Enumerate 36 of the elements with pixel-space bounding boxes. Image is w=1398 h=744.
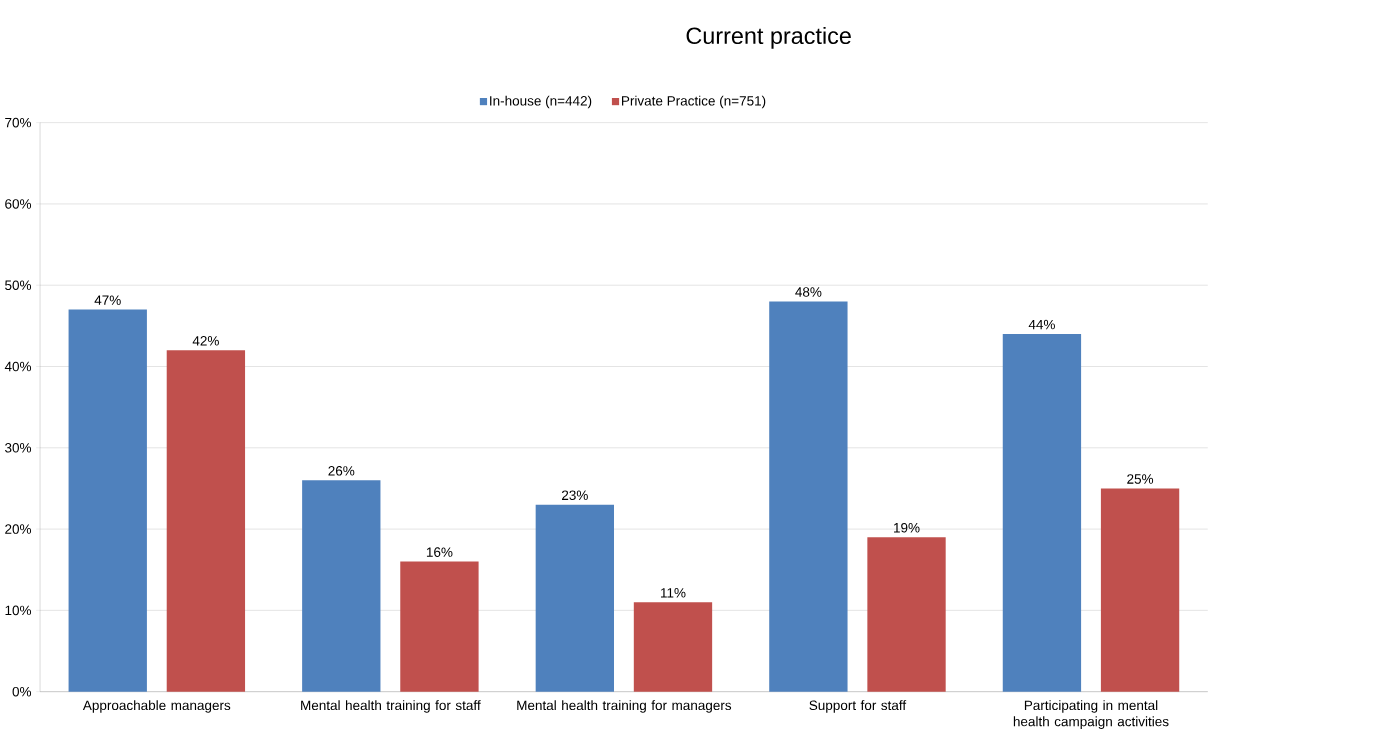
x-tick-label: Mental health training for staff [301, 700, 481, 713]
data-label: 44% [1028, 320, 1055, 330]
data-label: 11% [660, 588, 686, 598]
y-tick-label: 0% [12, 687, 32, 697]
y-tick-label: 40% [4, 361, 32, 372]
x-tick-label: Participating in mental health campaign activities [1013, 700, 1169, 730]
bar [400, 561, 479, 692]
y-tick-label: 20% [5, 524, 32, 535]
y-tick-label: 30% [5, 443, 32, 453]
y-tick-label: 70% [5, 118, 32, 128]
y-tick-label: 50% [5, 280, 32, 291]
x-tick-label: Mental health training for managers [517, 700, 732, 713]
data-label: 48% [795, 287, 822, 297]
data-label: 25% [1127, 474, 1154, 484]
legend-label: Private Practice (n=751) [622, 95, 766, 109]
data-label: 42% [192, 336, 219, 346]
chart-title: Current practice [686, 27, 851, 49]
x-tick-label: Approachable managers [82, 700, 231, 713]
bar [1002, 334, 1082, 692]
bar [68, 309, 147, 692]
bar [535, 504, 615, 692]
y-tick-label: 60% [5, 199, 32, 209]
y-tick-label: 10% [5, 605, 32, 616]
data-label: 23% [562, 490, 588, 501]
data-label: 19% [894, 523, 920, 533]
bar [633, 602, 713, 692]
bar [1100, 488, 1180, 692]
data-label: 47% [94, 295, 121, 306]
data-label: 16% [426, 547, 453, 558]
bar [867, 537, 946, 692]
bar [166, 350, 246, 692]
x-tick-label: Support for staff [809, 700, 907, 713]
legend-label: In-house (n=442) [490, 95, 592, 109]
bar [769, 301, 848, 692]
bar [302, 480, 381, 692]
data-label: 26% [328, 466, 355, 476]
